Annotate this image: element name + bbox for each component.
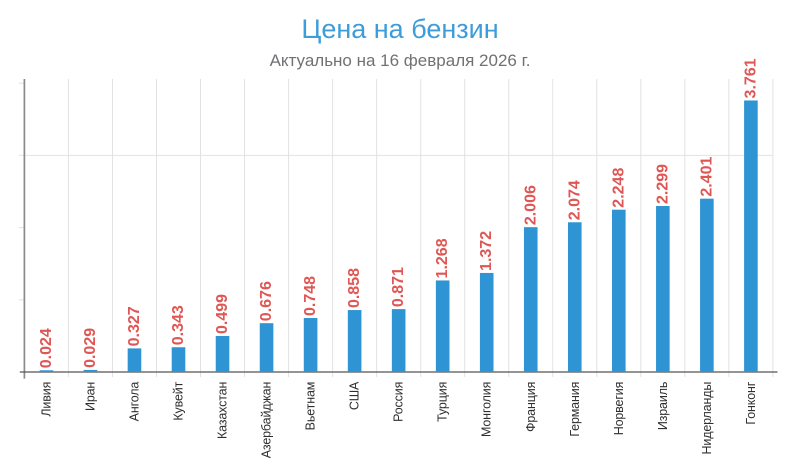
svg-text:Россия: Россия	[392, 382, 406, 422]
svg-text:2.074: 2.074	[566, 180, 583, 220]
svg-text:0.748: 0.748	[302, 276, 319, 316]
svg-text:Азербайджан: Азербайджан	[260, 382, 274, 459]
svg-text:США: США	[348, 381, 362, 410]
svg-text:Кувейт: Кувейт	[172, 381, 186, 420]
svg-text:3.761: 3.761	[742, 58, 759, 98]
svg-text:Ангола: Ангола	[127, 382, 141, 422]
svg-text:0.676: 0.676	[258, 281, 275, 321]
svg-text:0.024: 0.024	[38, 328, 55, 368]
svg-text:0.327: 0.327	[126, 306, 143, 346]
svg-text:Германия: Германия	[568, 382, 582, 437]
svg-text:2.401: 2.401	[698, 157, 715, 197]
svg-text:2.248: 2.248	[610, 168, 627, 208]
svg-text:Израиль: Израиль	[656, 382, 670, 430]
svg-text:0.858: 0.858	[346, 268, 363, 308]
svg-text:2.299: 2.299	[654, 164, 671, 204]
svg-text:Вьетнам: Вьетнам	[304, 382, 318, 431]
svg-text:Нидерланды: Нидерланды	[700, 382, 714, 455]
svg-text:Монголия: Монголия	[480, 382, 494, 437]
svg-text:1.268: 1.268	[434, 238, 451, 278]
svg-text:2.006: 2.006	[522, 185, 539, 225]
svg-text:0.029: 0.029	[82, 328, 99, 368]
svg-text:0.871: 0.871	[390, 267, 407, 307]
svg-text:Гонконг: Гонконг	[744, 381, 758, 424]
svg-text:Ливия: Ливия	[39, 382, 53, 417]
svg-text:Казахстан: Казахстан	[216, 382, 230, 439]
svg-text:0.343: 0.343	[170, 305, 187, 345]
svg-text:1.372: 1.372	[478, 231, 495, 271]
svg-text:Иран: Иран	[83, 382, 97, 411]
svg-text:Турция: Турция	[436, 382, 450, 422]
svg-text:Цена на бензин: Цена на бензин	[301, 14, 498, 44]
svg-text:Актуально на 16 февраля 2026 г: Актуально на 16 февраля 2026 г.	[270, 51, 531, 70]
svg-text:0.499: 0.499	[214, 294, 231, 334]
svg-text:Франция: Франция	[524, 382, 538, 432]
svg-text:Норвегия: Норвегия	[612, 382, 626, 436]
